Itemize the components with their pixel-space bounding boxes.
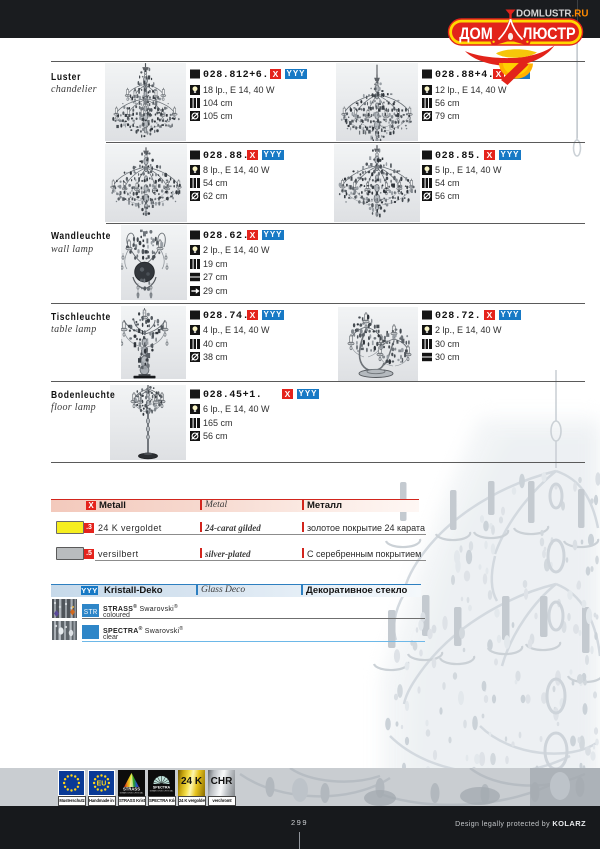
svg-text:ЛЮСТР: ЛЮСТР — [522, 25, 575, 43]
svg-text:SWAROVSKI CRYSTAL: SWAROVSKI CRYSTAL — [120, 792, 144, 795]
svg-text:DOMLUSTR.RU: DOMLUSTR.RU — [516, 8, 588, 19]
svg-text:SWAROVSKI CRYSTAL: SWAROVSKI CRYSTAL — [150, 790, 174, 793]
svg-text:ДОМ: ДОМ — [459, 25, 493, 43]
svg-text:SPECTRA: SPECTRA — [153, 786, 171, 790]
svg-text:EU: EU — [97, 781, 107, 788]
svg-text:STRASS: STRASS — [123, 787, 140, 792]
